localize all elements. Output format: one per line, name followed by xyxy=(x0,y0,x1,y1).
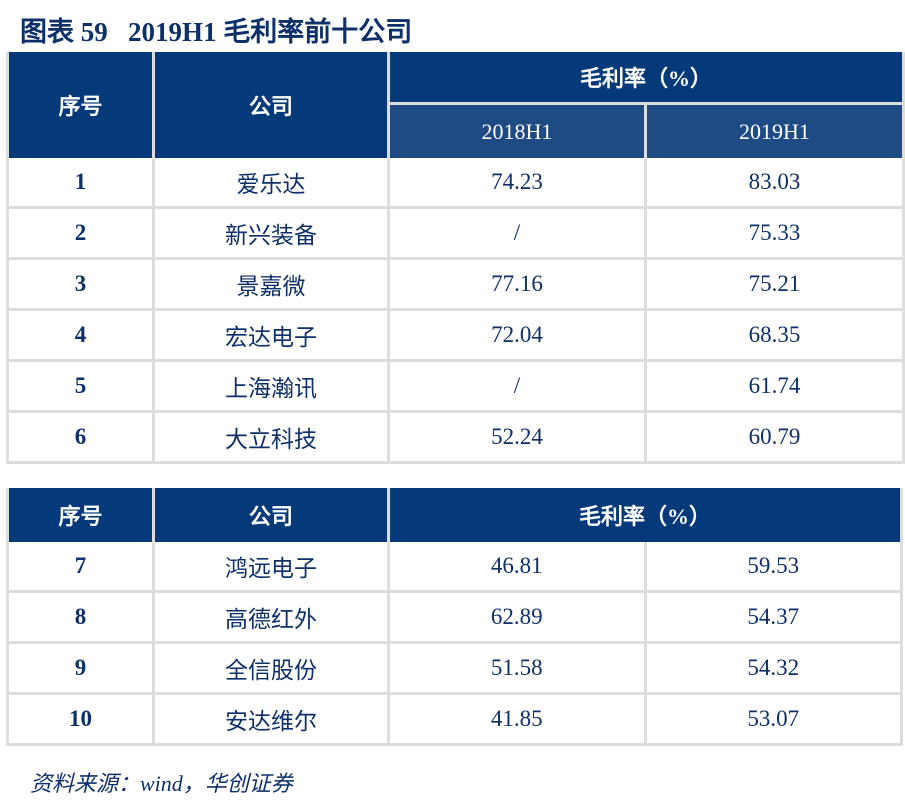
row-index: 5 xyxy=(9,362,152,413)
table-row: 3 景嘉微 77.16 75.21 xyxy=(9,260,902,311)
row-company: 鸿远电子 xyxy=(155,542,387,593)
row-index: 1 xyxy=(9,158,152,209)
header-margin: 毛利率（%） xyxy=(390,52,902,105)
table-row: 8 高德红外 62.89 54.37 xyxy=(9,593,900,644)
table-row: 1 爱乐达 74.23 83.03 xyxy=(9,158,902,209)
header-margin: 毛利率（%） xyxy=(390,488,900,542)
header-index: 序号 xyxy=(9,52,152,158)
row-index: 9 xyxy=(9,644,152,695)
row-2018h1: 72.04 xyxy=(390,311,644,362)
row-company: 全信股份 xyxy=(155,644,387,695)
source-note: 资料来源：wind，华创证券 xyxy=(30,771,293,796)
row-company: 大立科技 xyxy=(155,413,387,464)
table-row: 7 鸿远电子 46.81 59.53 xyxy=(9,542,900,593)
row-2018h1: 41.85 xyxy=(390,695,644,746)
row-2019h1: 68.35 xyxy=(647,311,902,362)
row-index: 2 xyxy=(9,209,152,260)
figure-title: 图表 59 2019H1 毛利率前十公司 xyxy=(20,17,413,47)
row-2019h1: 83.03 xyxy=(647,158,902,209)
row-2019h1: 61.74 xyxy=(647,362,902,413)
header-company: 公司 xyxy=(155,52,387,158)
row-2019h1: 53.07 xyxy=(646,695,900,746)
row-2018h1: 51.58 xyxy=(390,644,644,695)
row-index: 3 xyxy=(9,260,152,311)
row-index: 4 xyxy=(9,311,152,362)
table-row: 2 新兴装备/75.33 xyxy=(9,209,902,260)
margin-table-bottom: 序号 公司 毛利率（%） 7 鸿远电子 46.81 59.53 8 高德红外 62.89 54… xyxy=(6,488,903,746)
row-2018h1: / xyxy=(390,209,644,260)
row-index: 10 xyxy=(9,695,152,746)
row-2018h1: 52.24 xyxy=(390,413,644,464)
row-company: 新兴装备 xyxy=(155,209,387,260)
header-index: 序号 xyxy=(9,488,152,542)
row-2019h1: 75.21 xyxy=(647,260,902,311)
header-2019h1: 2019H1 xyxy=(647,105,902,158)
row-2019h1: 60.79 xyxy=(647,413,902,464)
table-row: 5 上海瀚讯/61.74 xyxy=(9,362,902,413)
header-company: 公司 xyxy=(155,488,387,542)
row-2018h1: 62.89 xyxy=(390,593,644,644)
margin-table-top: 序号 公司 毛利率（%） 2018H1 2019H1 1 爱乐达 74.23 83.0… xyxy=(6,52,905,464)
header-2018h1: 2018H1 xyxy=(390,105,644,158)
row-2019h1: 59.53 xyxy=(646,542,900,593)
row-2019h1: 75.33 xyxy=(647,209,902,260)
table-row: 4 宏达电子 72.04 68.35 xyxy=(9,311,902,362)
row-index: 8 xyxy=(9,593,152,644)
table-row: 10 安达维尔 41.85 53.07 xyxy=(9,695,900,746)
table-row: 9 全信股份 51.58 54.32 xyxy=(9,644,900,695)
row-index: 6 xyxy=(9,413,152,464)
row-company: 高德红外 xyxy=(155,593,387,644)
row-2018h1: 74.23 xyxy=(390,158,644,209)
row-2019h1: 54.37 xyxy=(646,593,900,644)
row-2019h1: 54.32 xyxy=(646,644,900,695)
row-2018h1: 77.16 xyxy=(390,260,644,311)
row-2018h1: / xyxy=(390,362,644,413)
row-2018h1: 46.81 xyxy=(390,542,644,593)
table-row: 6 大立科技 52.24 60.79 xyxy=(9,413,902,464)
row-index: 7 xyxy=(9,542,152,593)
row-company: 安达维尔 xyxy=(155,695,387,746)
row-company: 爱乐达 xyxy=(155,158,387,209)
row-company: 景嘉微 xyxy=(155,260,387,311)
row-company: 上海瀚讯 xyxy=(155,362,387,413)
row-company: 宏达电子 xyxy=(155,311,387,362)
